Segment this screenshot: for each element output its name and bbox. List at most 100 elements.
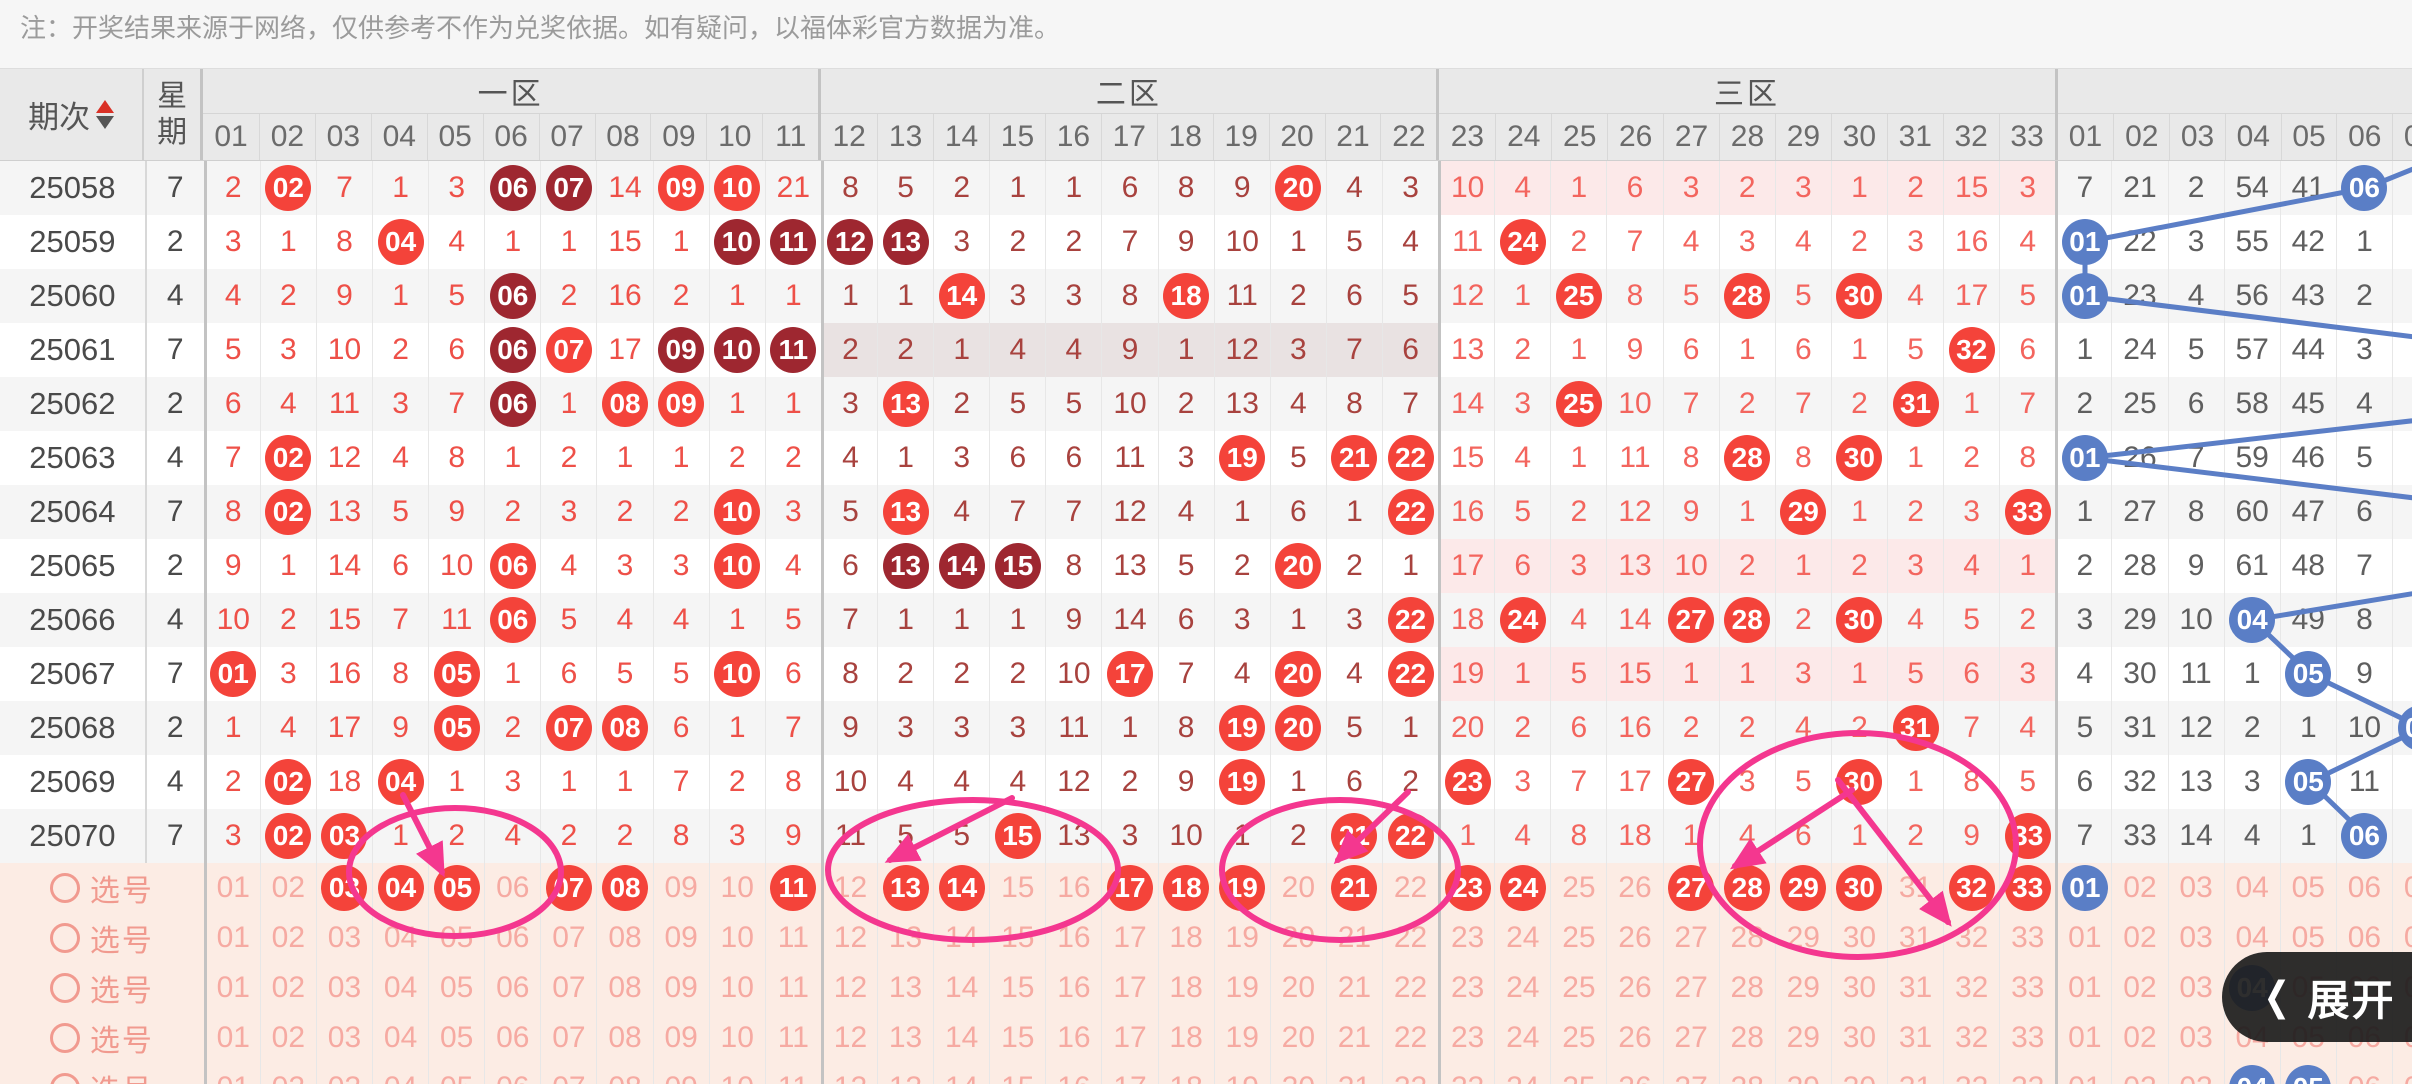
selectable-number[interactable]: 29 <box>1786 971 1820 1004</box>
selectable-number[interactable]: 31 <box>1899 1071 1932 1084</box>
select-number-cell[interactable]: 13 <box>877 963 933 1013</box>
selectable-number[interactable]: 06 <box>496 1021 530 1054</box>
selectable-number[interactable]: 30 <box>1842 1021 1877 1054</box>
select-number-cell[interactable]: 01 <box>2055 1013 2111 1063</box>
select-number-cell[interactable]: 06 <box>2335 863 2392 913</box>
select-number-cell[interactable]: 14 <box>933 963 989 1013</box>
select-number-cell[interactable]: 29 <box>1774 1013 1831 1063</box>
selected-red-ball[interactable]: 19 <box>1219 865 1266 911</box>
select-number-cell[interactable]: 06 <box>484 1063 540 1084</box>
select-number-cell[interactable]: 06 <box>484 1013 540 1063</box>
selected-blue-ball[interactable]: 04 <box>2229 1065 2276 1084</box>
selectable-number[interactable]: 28 <box>1730 1021 1764 1054</box>
selectable-number[interactable]: 17 <box>1113 921 1147 954</box>
selectable-number[interactable]: 08 <box>608 1071 641 1084</box>
select-number-cell[interactable]: 14 <box>933 1013 989 1063</box>
select-number-cell[interactable]: 30 <box>1830 913 1887 963</box>
select-number-cell[interactable]: 05 <box>428 863 484 913</box>
select-number-cell[interactable]: 20 <box>1269 963 1326 1013</box>
selectable-number[interactable]: 20 <box>1281 1021 1316 1054</box>
select-number-cell[interactable]: 05 <box>2279 863 2336 913</box>
select-number-cell[interactable]: 27 <box>1662 913 1719 963</box>
select-number-cell[interactable]: 24 <box>1494 1013 1550 1063</box>
select-radio[interactable] <box>49 973 80 1003</box>
selectable-number[interactable]: 06 <box>2348 1071 2381 1084</box>
select-number-cell[interactable]: 21 <box>1325 1063 1382 1084</box>
select-number-cell[interactable]: 05 <box>428 913 484 963</box>
select-number-cell[interactable]: 10 <box>708 963 765 1013</box>
selectable-number[interactable]: 02 <box>2123 921 2157 954</box>
select-number-cell[interactable]: 03 <box>2167 1063 2224 1084</box>
select-number-cell[interactable]: 07 <box>540 913 596 963</box>
selectable-number[interactable]: 03 <box>328 1071 361 1084</box>
selectable-number[interactable]: 09 <box>664 971 698 1004</box>
select-number-cell[interactable]: 26 <box>1606 1013 1662 1063</box>
select-number-cell[interactable]: 20 <box>1269 1013 1326 1063</box>
selectable-number[interactable]: 03 <box>327 971 362 1004</box>
select-number-cell[interactable]: 12 <box>820 1063 877 1084</box>
select-number-cell[interactable]: 04 <box>372 963 428 1013</box>
selectable-number[interactable]: 01 <box>216 971 250 1004</box>
selectable-number[interactable]: 12 <box>834 1071 867 1084</box>
select-radio[interactable] <box>49 1023 80 1053</box>
select-number-cell[interactable]: 21 <box>1325 863 1382 913</box>
selectable-number[interactable]: 04 <box>384 1071 417 1084</box>
selectable-number[interactable]: 08 <box>608 1021 642 1054</box>
selectable-number[interactable]: 15 <box>1001 1021 1035 1054</box>
selectable-number[interactable]: 02 <box>271 921 306 954</box>
select-number-cell[interactable]: 10 <box>708 1013 765 1063</box>
select-number-cell[interactable]: 04 <box>372 863 428 913</box>
select-number-cell[interactable]: 01 <box>2055 863 2111 913</box>
selected-red-ball[interactable]: 29 <box>1780 865 1827 911</box>
select-number-cell[interactable]: 08 <box>596 963 652 1013</box>
selectable-number[interactable]: 23 <box>1450 971 1485 1004</box>
select-number-cell[interactable]: 28 <box>1718 863 1775 913</box>
selectable-number[interactable]: 30 <box>1842 921 1877 954</box>
selectable-number[interactable]: 31 <box>1898 1021 1933 1054</box>
select-number-cell[interactable]: 20 <box>1269 863 1326 913</box>
selectable-number[interactable]: 23 <box>1451 1071 1484 1084</box>
select-number-cell[interactable]: 12 <box>820 913 877 963</box>
select-number-cell[interactable]: 24 <box>1494 913 1550 963</box>
selectable-number[interactable]: 01 <box>2068 921 2102 954</box>
select-number-cell[interactable]: 24 <box>1494 863 1550 913</box>
selectable-number[interactable]: 05 <box>2291 871 2325 904</box>
select-number-cell[interactable]: 08 <box>596 913 652 963</box>
selected-red-ball[interactable]: 13 <box>882 865 929 911</box>
select-number-cell[interactable]: 25 <box>1550 863 1606 913</box>
selectable-number[interactable]: 13 <box>888 921 923 954</box>
select-number-cell[interactable]: 23 <box>1438 913 1494 963</box>
select-number-cell[interactable]: 29 <box>1774 1063 1831 1084</box>
select-number-cell[interactable]: 22 <box>1382 913 1438 963</box>
selected-red-ball[interactable]: 32 <box>1948 865 1995 911</box>
select-number-cell[interactable]: 31 <box>1886 863 1943 913</box>
selectable-number[interactable]: 28 <box>1730 971 1764 1004</box>
selectable-number[interactable]: 29 <box>1787 1071 1820 1084</box>
select-number-cell[interactable]: 09 <box>652 1063 709 1084</box>
select-number-cell[interactable]: 30 <box>1830 863 1887 913</box>
selectable-number[interactable]: 27 <box>1674 921 1708 954</box>
select-number-cell[interactable]: 02 <box>2111 863 2167 913</box>
selectable-number[interactable]: 26 <box>1618 921 1652 954</box>
selectable-number[interactable]: 03 <box>2179 971 2213 1004</box>
selectable-number[interactable]: 18 <box>1169 971 1203 1004</box>
select-number-cell[interactable]: 14 <box>933 1063 989 1084</box>
selectable-number[interactable]: 10 <box>720 871 754 904</box>
selectable-number[interactable]: 17 <box>1113 1021 1147 1054</box>
select-number-cell[interactable]: 22 <box>1382 963 1438 1013</box>
selectable-number[interactable]: 14 <box>944 921 979 954</box>
selectable-number[interactable]: 02 <box>271 971 306 1004</box>
select-number-cell[interactable]: 01 <box>2055 1063 2111 1084</box>
select-number-cell[interactable]: 09 <box>652 963 709 1013</box>
selectable-number[interactable]: 20 <box>1281 871 1316 904</box>
select-number-cell[interactable]: 32 <box>1943 863 1999 913</box>
selectable-number[interactable]: 28 <box>1730 921 1764 954</box>
selectable-number[interactable]: 33 <box>2011 1071 2044 1084</box>
select-number-cell[interactable]: 15 <box>989 1063 1045 1084</box>
selected-red-ball[interactable]: 07 <box>545 865 592 911</box>
selectable-number[interactable]: 24 <box>1506 971 1540 1004</box>
select-number-cell[interactable]: 16 <box>1045 963 1101 1013</box>
selectable-number[interactable]: 07 <box>552 921 586 954</box>
selectable-number[interactable]: 28 <box>1731 1071 1764 1084</box>
selectable-number[interactable]: 31 <box>1898 971 1933 1004</box>
